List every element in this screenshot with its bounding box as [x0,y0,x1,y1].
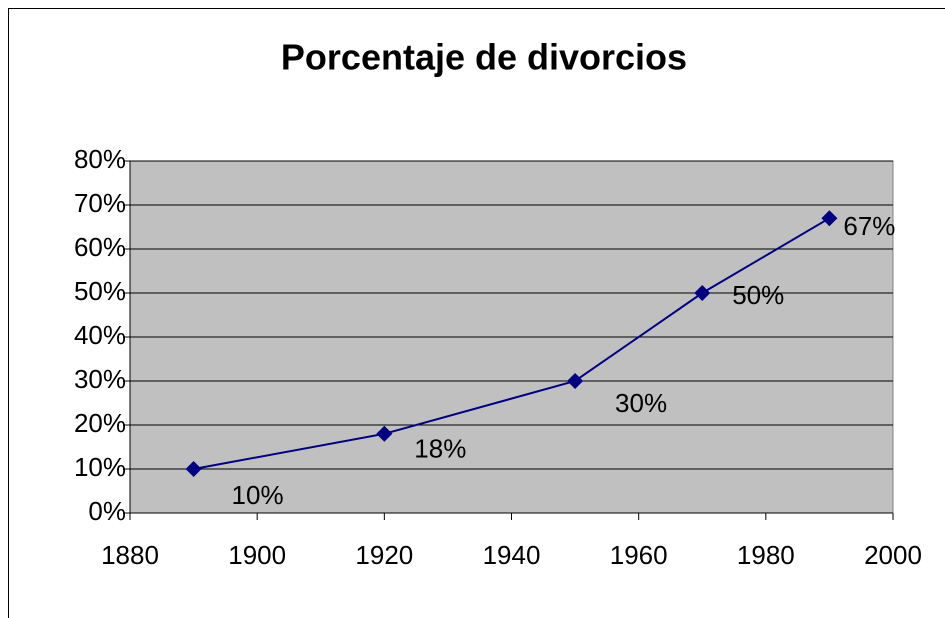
y-tick-label: 30% [74,364,126,394]
x-tick-label: 1920 [355,540,413,570]
data-label: 67% [843,211,895,241]
data-label: 30% [615,388,667,418]
y-tick-label: 20% [74,408,126,438]
y-tick-label: 40% [74,320,126,350]
y-tick-label: 50% [74,276,126,306]
chart-title: Porcentaje de divorcios [281,37,687,78]
data-point [694,285,711,301]
data-point [821,210,838,227]
data-label: 10% [232,480,284,510]
data-point [376,425,393,442]
data-label: 50% [732,280,784,310]
x-tick-label: 1940 [483,540,541,570]
x-tick-label: 1960 [610,540,668,570]
y-tick-label: 60% [74,232,126,262]
data-point [567,373,584,389]
data-label: 18% [414,434,466,464]
x-tick-label: 1880 [101,540,159,570]
y-tick-label: 70% [74,188,126,218]
y-tick-label: 10% [74,452,126,482]
y-tick-label: 80% [74,144,126,174]
data-point [185,461,202,477]
y-tick-label: 0% [88,496,126,526]
x-tick-label: 2000 [864,540,922,570]
x-tick-label: 1900 [228,540,286,570]
x-tick-label: 1980 [737,540,795,570]
